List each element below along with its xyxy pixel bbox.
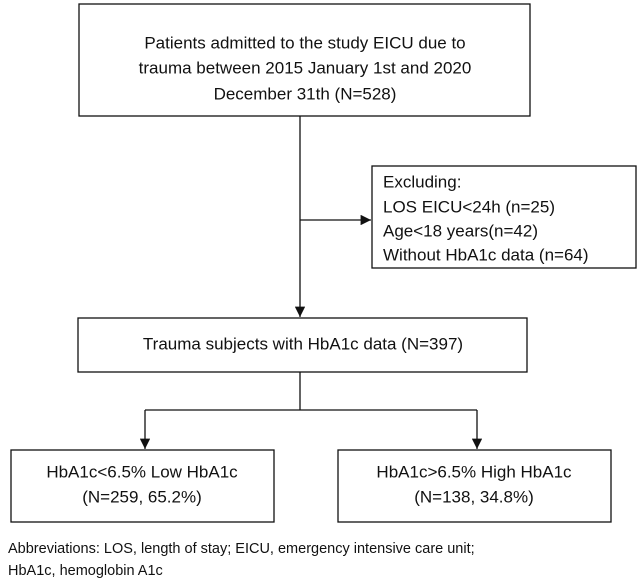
box-text: (N=138, 34.8%) [414, 487, 534, 506]
box [371, 165, 637, 269]
box-text: LOS EICU<24h (n=25) [383, 197, 555, 216]
box-text: Excluding: [383, 172, 461, 191]
box-text: Without HbA1c data (n=64) [383, 245, 589, 264]
footnote: Abbreviations: LOS, length of stay; EICU… [8, 541, 475, 557]
box-text: December 31th (N=528) [214, 84, 397, 103]
box [78, 3, 531, 117]
box [77, 317, 528, 373]
box [337, 449, 612, 523]
box-text: trauma between 2015 January 1st and 2020 [139, 58, 472, 77]
box-text: Patients admitted to the study EICU due … [144, 33, 465, 52]
box-text: HbA1c>6.5% High HbA1c [376, 462, 572, 481]
box-text: Trauma subjects with HbA1c data (N=397) [143, 334, 463, 353]
box-text: HbA1c<6.5% Low HbA1c [46, 462, 238, 481]
box-text: Age<18 years(n=42) [383, 221, 538, 240]
box [10, 449, 275, 523]
footnote: HbA1c, hemoglobin A1c [8, 563, 163, 579]
box-text: (N=259, 65.2%) [82, 487, 202, 506]
